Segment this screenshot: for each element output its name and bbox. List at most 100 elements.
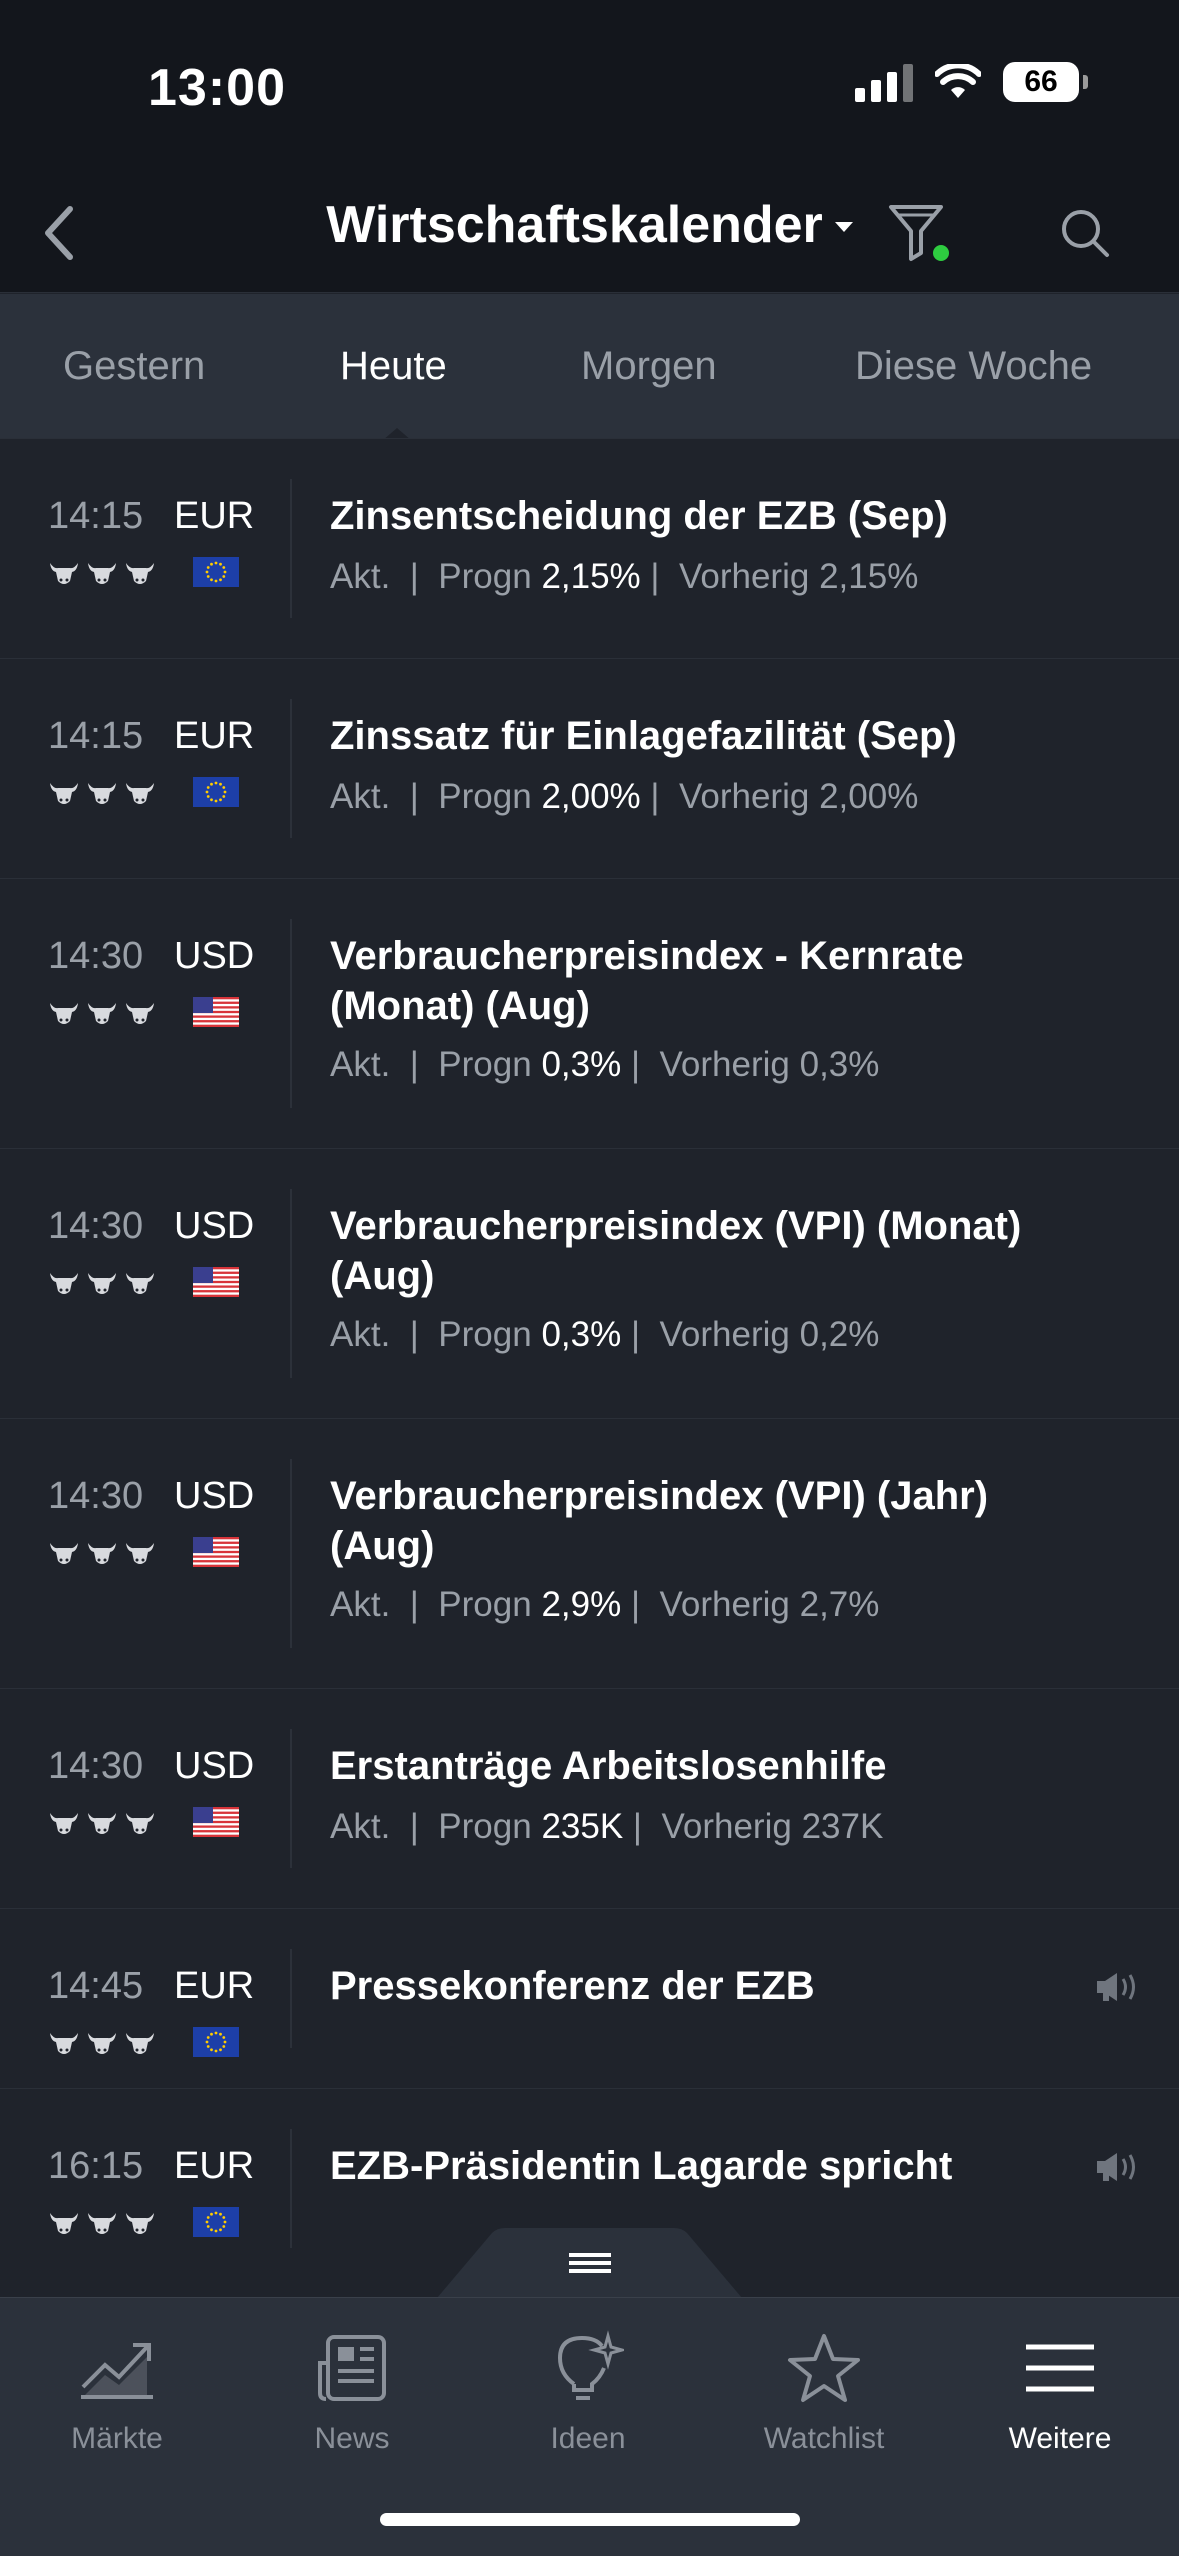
page-title: Wirtschaftskalender xyxy=(326,196,823,254)
event-row[interactable]: 14:15 EUR Zinssatz für Einlagefazilität … xyxy=(0,658,1179,878)
separator: | xyxy=(650,777,660,816)
event-values: Akt. | Progn 2,00% | Vorherig 2,00% xyxy=(330,777,918,817)
forecast-label: Progn xyxy=(438,1315,532,1354)
us-flag-icon xyxy=(193,1807,239,1837)
event-values: Akt. | Progn 235K | Vorherig 237K xyxy=(330,1807,883,1847)
event-currency: EUR xyxy=(174,1965,255,2007)
bull-icon xyxy=(50,1003,78,1024)
status-icons: 66 xyxy=(855,62,1088,102)
separator: | xyxy=(630,1315,641,1354)
importance-bulls xyxy=(48,1001,156,1027)
bull-icon xyxy=(88,1003,116,1024)
bull-icon xyxy=(126,1813,154,1834)
event-row[interactable]: 14:30 USD Verbraucherpreisindex - Kernra… xyxy=(0,878,1179,1148)
event-row[interactable]: 14:15 EUR Zinsentscheidung der EZB (Sep)… xyxy=(0,438,1179,658)
tab-gestern[interactable]: Gestern xyxy=(63,344,206,388)
lightbulb-icon xyxy=(557,2330,624,2400)
active-tab-indicator xyxy=(383,428,411,440)
date-tabs: Gestern Heute Morgen Diese Woche xyxy=(0,294,1179,438)
importance-bulls xyxy=(48,1811,156,1837)
tabbar-item-news[interactable]: News xyxy=(252,2328,452,2456)
actual-label: Akt. xyxy=(330,1585,391,1624)
status-bar: 13:00 66 xyxy=(0,0,1179,175)
us-flag-icon xyxy=(193,1537,239,1567)
event-time: 14:30 xyxy=(48,1205,144,1247)
importance-bulls xyxy=(48,2211,156,2237)
wifi-icon xyxy=(935,64,981,98)
importance-bulls xyxy=(48,1271,156,1297)
tabbar-item-weitere[interactable]: Weitere xyxy=(960,2328,1160,2456)
separator: | xyxy=(632,1807,643,1846)
bull-icon xyxy=(50,563,78,584)
tabbar-item-watchlist[interactable]: Watchlist xyxy=(724,2328,924,2456)
tabbar-item-maerkte[interactable]: Märkte xyxy=(17,2328,217,2456)
menu-icon xyxy=(1026,2344,1094,2392)
actual-label: Akt. xyxy=(330,1045,391,1084)
tab-heute[interactable]: Heute xyxy=(340,344,447,388)
event-values: Akt. | Progn 2,15% | Vorherig 2,15% xyxy=(330,557,918,597)
separator: | xyxy=(409,1045,419,1084)
event-name: EZB-Präsidentin Lagarde spricht xyxy=(330,2144,953,2188)
previous-label: Vorherig xyxy=(659,1045,790,1084)
chart-icon xyxy=(81,2343,153,2399)
previous-value: 237K xyxy=(801,1807,884,1846)
event-currency: USD xyxy=(174,1745,255,1787)
event-currency: EUR xyxy=(174,2145,255,2187)
separator: | xyxy=(409,777,419,816)
actual-label: Akt. xyxy=(330,1807,391,1846)
filter-button[interactable] xyxy=(880,193,960,273)
bull-icon xyxy=(88,2213,116,2234)
forecast-label: Progn xyxy=(438,1807,532,1846)
importance-bulls xyxy=(48,561,156,587)
forecast-label: Progn xyxy=(438,1045,532,1084)
importance-bulls xyxy=(48,781,156,807)
event-values: Akt. | Progn 0,3% | Vorherig 0,2% xyxy=(330,1315,879,1355)
event-time: 14:15 xyxy=(48,495,144,537)
event-name: Erstanträge Arbeitslosenhilfe xyxy=(330,1744,887,1788)
bull-icon xyxy=(126,563,154,584)
event-row[interactable]: 14:30 USD Erstanträge Arbeitslosenhilfe … xyxy=(0,1688,1179,1908)
search-icon xyxy=(1062,210,1109,257)
row-divider xyxy=(290,1189,292,1378)
tabbar-item-ideen[interactable]: Ideen xyxy=(488,2328,688,2456)
tabbar-label: Ideen xyxy=(550,2422,626,2455)
bull-icon xyxy=(50,783,78,804)
bull-icon xyxy=(126,1543,154,1564)
row-divider xyxy=(290,479,292,618)
separator: | xyxy=(630,1585,641,1624)
previous-label: Vorherig xyxy=(678,557,810,596)
event-row[interactable]: 14:30 USD Verbraucherpreisindex (VPI) (J… xyxy=(0,1418,1179,1688)
event-time: 14:15 xyxy=(48,715,144,757)
bull-icon xyxy=(88,1813,116,1834)
event-row[interactable]: 14:45 EUR Pressekonferenz der EZB xyxy=(0,1908,1179,2088)
news-icon xyxy=(318,2335,386,2401)
bull-icon xyxy=(50,1273,78,1294)
tabbar-label: News xyxy=(314,2422,390,2455)
event-row[interactable]: 14:30 USD Verbraucherpreisindex (VPI) (M… xyxy=(0,1148,1179,1418)
actual-label: Akt. xyxy=(330,557,391,596)
bull-icon xyxy=(88,783,116,804)
row-divider xyxy=(290,1459,292,1648)
forecast-value: 235K xyxy=(541,1807,624,1846)
tab-diese-woche[interactable]: Diese Woche xyxy=(855,344,1093,388)
calendar-title-dropdown[interactable]: Wirtschaftskalender xyxy=(0,195,1179,255)
event-currency: EUR xyxy=(174,715,255,757)
filter-icon xyxy=(889,205,949,261)
forecast-value: 2,15% xyxy=(541,557,641,596)
search-button[interactable] xyxy=(1045,193,1125,273)
previous-value: 0,2% xyxy=(799,1315,880,1354)
bull-icon xyxy=(126,1273,154,1294)
row-divider xyxy=(290,699,292,838)
eu-flag-icon xyxy=(193,557,239,587)
event-values: Akt. | Progn 0,3% | Vorherig 0,3% xyxy=(330,1045,879,1085)
back-button[interactable] xyxy=(18,193,98,273)
event-name: Verbraucherpreisindex (VPI) (Jahr) (Aug) xyxy=(330,1474,989,1568)
event-currency: USD xyxy=(174,1205,255,1247)
app-header: Wirtschaftskalender xyxy=(0,175,1179,293)
tabbar-label: Weitere xyxy=(1008,2422,1112,2455)
event-time: 14:30 xyxy=(48,1475,144,1517)
drawer-handle[interactable] xyxy=(437,2228,742,2298)
tab-morgen[interactable]: Morgen xyxy=(581,344,717,388)
separator: | xyxy=(409,1807,419,1846)
event-name: Verbraucherpreisindex (VPI) (Monat) (Aug… xyxy=(330,1204,1022,1298)
